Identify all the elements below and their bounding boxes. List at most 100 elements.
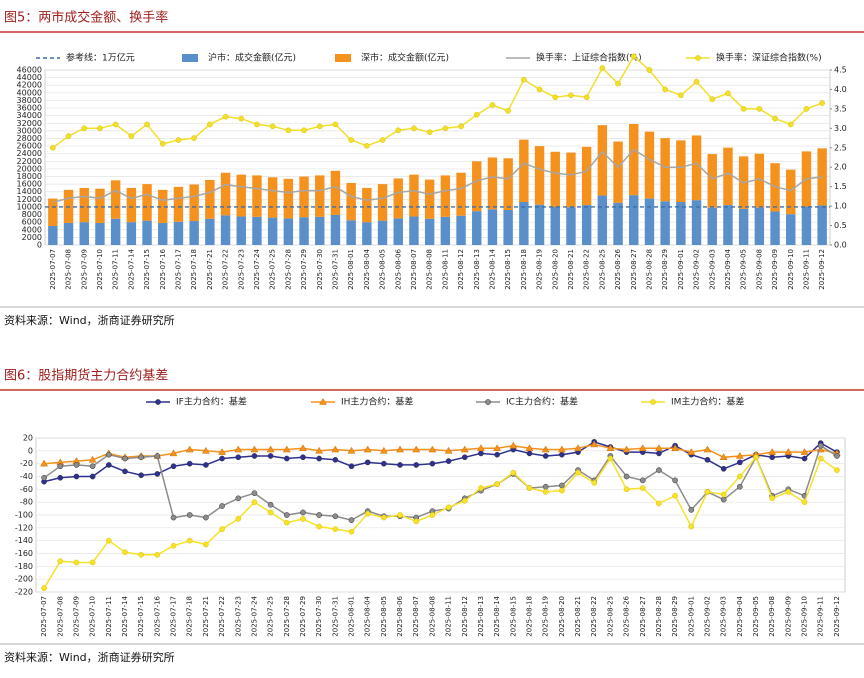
x-tick-label: 2025-07-23 <box>234 596 242 637</box>
legend-label: IF主力合约：基差 <box>176 396 247 408</box>
marker <box>57 558 64 565</box>
marker <box>381 514 387 521</box>
marker <box>639 485 646 491</box>
x-tick-label: 2025-07-21 <box>202 596 210 637</box>
marker <box>704 456 711 463</box>
marker <box>207 121 213 128</box>
marker <box>772 115 778 122</box>
marker <box>591 480 598 486</box>
marker <box>801 499 808 506</box>
marker <box>364 510 371 517</box>
y-tick-label: 38000 <box>17 96 42 105</box>
figure-title: 图5：两市成交金额、换手率 <box>4 10 168 26</box>
bar <box>252 175 262 217</box>
bar <box>472 161 482 212</box>
marker <box>458 123 464 130</box>
marker <box>347 446 356 454</box>
x-tick-label: 2025-09-12 <box>833 596 841 637</box>
marker <box>316 455 322 462</box>
marker <box>348 528 355 535</box>
legend-label: 沪市：成交金额(亿元) <box>208 52 296 64</box>
x-tick-label: 2025-08-07 <box>412 596 420 637</box>
bar <box>205 218 215 245</box>
marker <box>81 125 88 132</box>
x-tick-label: 2025-07-31 <box>331 596 339 637</box>
bar <box>801 206 812 245</box>
x-tick-label: 2025-08-22 <box>583 249 591 290</box>
y-tick-label: 36000 <box>17 104 42 113</box>
marker <box>379 137 386 143</box>
marker <box>477 444 485 452</box>
marker <box>536 86 543 93</box>
x-tick-label: 2025-09-02 <box>703 596 711 637</box>
source: 资料来源：Wind，浙商证券研究所 <box>4 650 175 664</box>
bar <box>817 148 827 206</box>
series-line <box>52 148 823 203</box>
marker <box>521 76 527 83</box>
legend-label: 深市：成交金额(亿元) <box>361 52 449 64</box>
bar <box>362 222 372 245</box>
bar <box>95 222 105 245</box>
bar <box>738 208 749 245</box>
bar <box>126 187 137 223</box>
x-tick-label: 2025-09-09 <box>771 249 779 290</box>
marker <box>283 455 290 462</box>
marker <box>73 559 80 566</box>
marker <box>493 444 502 452</box>
x-tick-label: 2025-08-29 <box>661 249 669 290</box>
y-tick-label: 16000 <box>17 180 42 189</box>
x-tick-label: 2025-07-29 <box>299 596 307 637</box>
marker <box>170 514 177 521</box>
marker <box>122 549 128 556</box>
bar <box>456 215 466 245</box>
x-tick-label: 2025-08-28 <box>645 249 653 290</box>
x-tick-label: 2025-09-01 <box>687 596 695 637</box>
bar <box>613 141 623 203</box>
y-tick-label: 18000 <box>17 172 42 181</box>
marker <box>282 445 291 453</box>
x-tick-label: 2025-08-26 <box>614 248 622 289</box>
bar <box>173 221 184 245</box>
bar <box>424 179 435 219</box>
marker <box>720 496 727 503</box>
marker <box>159 141 166 147</box>
bar <box>487 209 498 245</box>
marker <box>105 451 112 458</box>
marker <box>299 444 307 452</box>
marker <box>300 454 306 461</box>
marker <box>606 444 615 452</box>
marker <box>300 509 306 516</box>
marker <box>222 113 229 120</box>
bar <box>487 157 498 210</box>
marker <box>654 444 663 452</box>
marker <box>144 121 150 128</box>
marker <box>238 115 245 122</box>
x-tick-label: 2025-09-09 <box>784 596 792 637</box>
legend-swatch <box>182 54 198 62</box>
bar <box>440 175 451 217</box>
bar <box>629 124 639 196</box>
marker <box>185 445 194 453</box>
x-tick-label: 2025-08-27 <box>639 596 647 637</box>
bar <box>566 207 576 245</box>
y-tick-label: 6000 <box>22 218 42 227</box>
y-tick-label: 14000 <box>17 187 42 196</box>
marker <box>203 462 209 468</box>
marker <box>170 542 177 549</box>
marker <box>559 487 565 494</box>
y-tick-label: -80 <box>20 498 33 507</box>
marker <box>316 512 322 518</box>
marker <box>445 458 452 464</box>
marker <box>485 399 491 405</box>
y-tick-label: 22000 <box>17 157 42 166</box>
x-tick-label: 2025-08-11 <box>441 249 449 290</box>
marker <box>719 453 728 460</box>
marker <box>332 456 339 463</box>
x-tick-label: 2025-07-28 <box>283 596 291 637</box>
marker <box>364 459 371 466</box>
x-tick-label: 2025-07-11 <box>105 596 113 637</box>
x-tick-label: 2025-09-08 <box>768 596 776 637</box>
y-tick-label: 8000 <box>22 210 42 219</box>
marker <box>331 445 340 453</box>
bar <box>409 174 419 217</box>
